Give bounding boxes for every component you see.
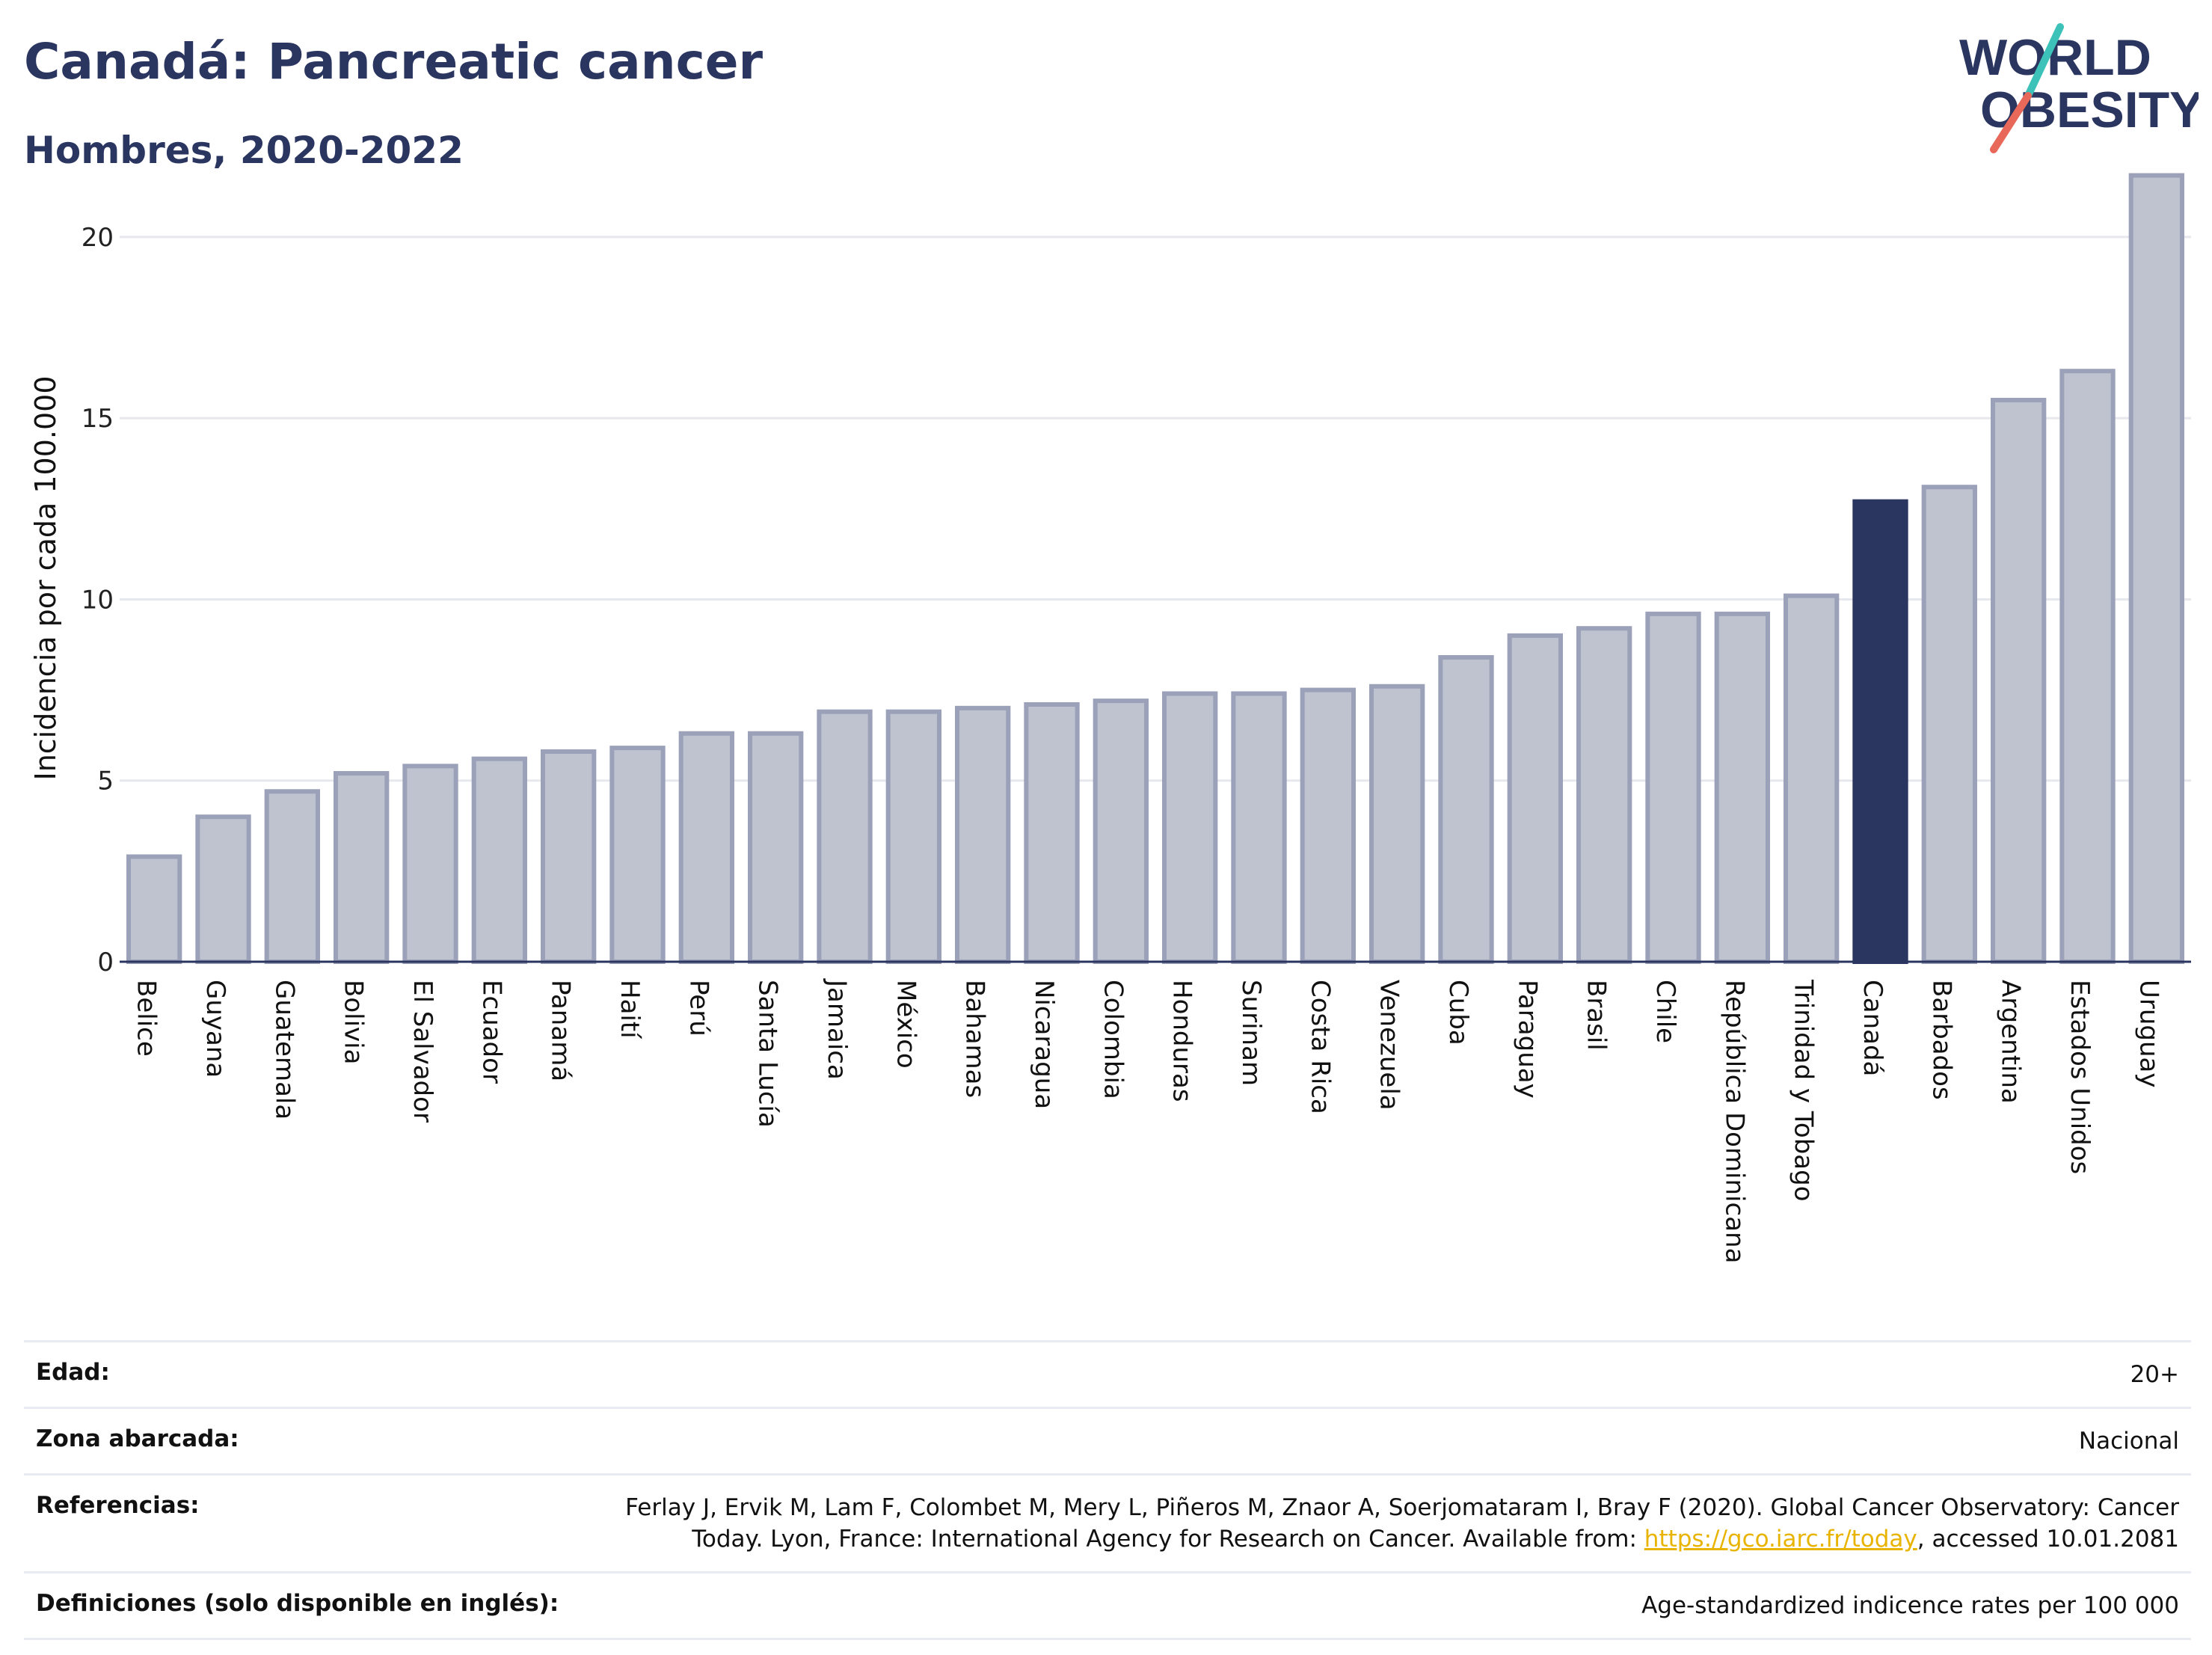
x-tick-label: Surinam [1236, 980, 1266, 1086]
bar-méxico [885, 709, 941, 964]
referencias-link[interactable]: https://gco.iarc.fr/today [1644, 1526, 1917, 1553]
logo-slash-red [1990, 92, 2032, 153]
x-tick-label: Argentina [1996, 980, 2026, 1104]
info-table: Edad: 20+ Zona abarcada: Nacional Refere… [24, 1340, 2191, 1640]
bar-guatemala [264, 789, 320, 965]
referencias-text-2: , accessed 10.01.2081 [1917, 1526, 2179, 1553]
x-tick-label: Canadá [1858, 980, 1887, 1076]
x-tick-label: Guyana [200, 980, 230, 1078]
grid-lines [120, 236, 2191, 782]
x-tick-labels: Belice Guyana Guatemala Bolivia El Salvador E… [132, 978, 2164, 1263]
bar-ecuador [471, 756, 527, 964]
x-tick-label: Bolivia [339, 980, 369, 1064]
edad-value: 20+ [2130, 1361, 2179, 1388]
y-tick-labels: 0 5 10 15 20 [82, 223, 114, 977]
bar-santa-lucía [748, 731, 804, 965]
bar-paraguay [1507, 633, 1563, 965]
x-tick-label: Venezuela [1374, 980, 1404, 1111]
info-row-definiciones: Definiciones (solo disponible en inglés)… [24, 1573, 2191, 1640]
info-row-zona: Zona abarcada: Nacional [24, 1409, 2191, 1476]
definiciones-label: Definiciones (solo disponible en inglés)… [36, 1590, 559, 1617]
x-tick-label: Haití [615, 980, 645, 1040]
bar-chart: 0 5 10 15 20 Belice Guyana Guatemala Bolivia El … [29, 173, 2191, 1263]
bar-perú [678, 731, 734, 965]
x-tick-label: Colombia [1098, 980, 1128, 1099]
x-tick-label: Panamá [546, 980, 576, 1081]
x-tick-label: Nicaragua [1029, 980, 1059, 1109]
x-tick-label: Bahamas [960, 980, 990, 1098]
bar-el-salvador [402, 764, 458, 964]
info-row-referencias: Referencias: Ferlay J, Ervik M, Lam F, C… [24, 1476, 2191, 1573]
logo-slash-teal [2024, 23, 2064, 99]
x-tick-label: República Dominicana [1719, 980, 1749, 1263]
y-axis-label: Incidencia por cada 100.000 [29, 375, 62, 780]
x-tick-label: Cuba [1443, 980, 1473, 1045]
x-tick-label: Guatemala [269, 980, 299, 1120]
bars [126, 173, 2184, 965]
x-tick-label: Trinidad y Tobago [1789, 979, 1819, 1202]
y-tick-label: 15 [82, 404, 114, 434]
bar-colombia [1093, 698, 1149, 964]
bar-haití [609, 746, 666, 964]
bar-bahamas [955, 705, 1011, 964]
bar-guyana [195, 814, 251, 964]
x-tick-label: Uruguay [2133, 980, 2163, 1088]
bar-uruguay [2128, 173, 2184, 964]
bar-brasil [1576, 626, 1632, 965]
referencias-label: Referencias: [36, 1492, 200, 1519]
x-tick-label: Perú [683, 980, 713, 1037]
bar-belice [126, 854, 182, 964]
y-tick-label: 20 [82, 223, 114, 253]
referencias-value: Ferlay J, Ervik M, Lam F, Colombet M, Me… [549, 1492, 2179, 1555]
x-tick-label: Paraguay [1512, 980, 1542, 1099]
bar-trinidad-y-tobago [1784, 593, 1840, 964]
bar-venezuela [1369, 684, 1425, 965]
bar-bolivia [334, 771, 390, 965]
x-tick-label: Chile [1650, 980, 1680, 1043]
x-tick-label: México [891, 980, 921, 1069]
bar-costa-rica [1300, 687, 1356, 964]
bar-chile [1645, 611, 1701, 964]
x-tick-label: Jamaica [822, 978, 852, 1080]
x-tick-label: El Salvador [408, 980, 437, 1123]
edad-label: Edad: [36, 1359, 110, 1386]
bar-barbados [1921, 485, 1977, 964]
referencias-text-1: Ferlay J, Ervik M, Lam F, Colombet M, Me… [625, 1494, 2179, 1553]
x-tick-label: Honduras [1167, 980, 1197, 1102]
page-subtitle: Hombres, 2020-2022 [24, 129, 464, 172]
bar-nicaragua [1024, 701, 1080, 964]
x-tick-label: Ecuador [476, 980, 506, 1084]
definiciones-value: Age-standardized indicence rates per 100… [1641, 1592, 2179, 1619]
page-title: Canadá: Pancreatic cancer [24, 33, 764, 90]
bar-república-dominicana [1714, 611, 1770, 964]
bar-cuba [1438, 654, 1494, 964]
y-tick-label: 5 [97, 767, 114, 796]
x-tick-label: Barbados [1926, 980, 1956, 1100]
y-tick-label: 10 [82, 585, 114, 615]
bar-honduras [1162, 691, 1218, 964]
x-tick-label: Brasil [1582, 980, 1612, 1051]
bar-surinam [1231, 691, 1287, 964]
x-tick-label: Estados Unidos [2065, 980, 2095, 1174]
world-obesity-logo: WORLD OBESITY [1959, 23, 2199, 153]
x-tick-label: Costa Rica [1305, 980, 1335, 1114]
bar-argentina [1991, 397, 2047, 964]
info-row-edad: Edad: 20+ [24, 1342, 2191, 1409]
bar-estados-unidos [2059, 369, 2116, 964]
x-tick-label: Santa Lucía [753, 980, 783, 1128]
bar-jamaica [817, 709, 873, 964]
x-tick-label: Belice [132, 980, 162, 1057]
bar-canadá [1852, 499, 1908, 964]
y-tick-label: 0 [97, 948, 114, 977]
zona-label: Zona abarcada: [36, 1425, 239, 1452]
bar-panamá [541, 749, 597, 964]
zona-value: Nacional [2078, 1428, 2179, 1455]
